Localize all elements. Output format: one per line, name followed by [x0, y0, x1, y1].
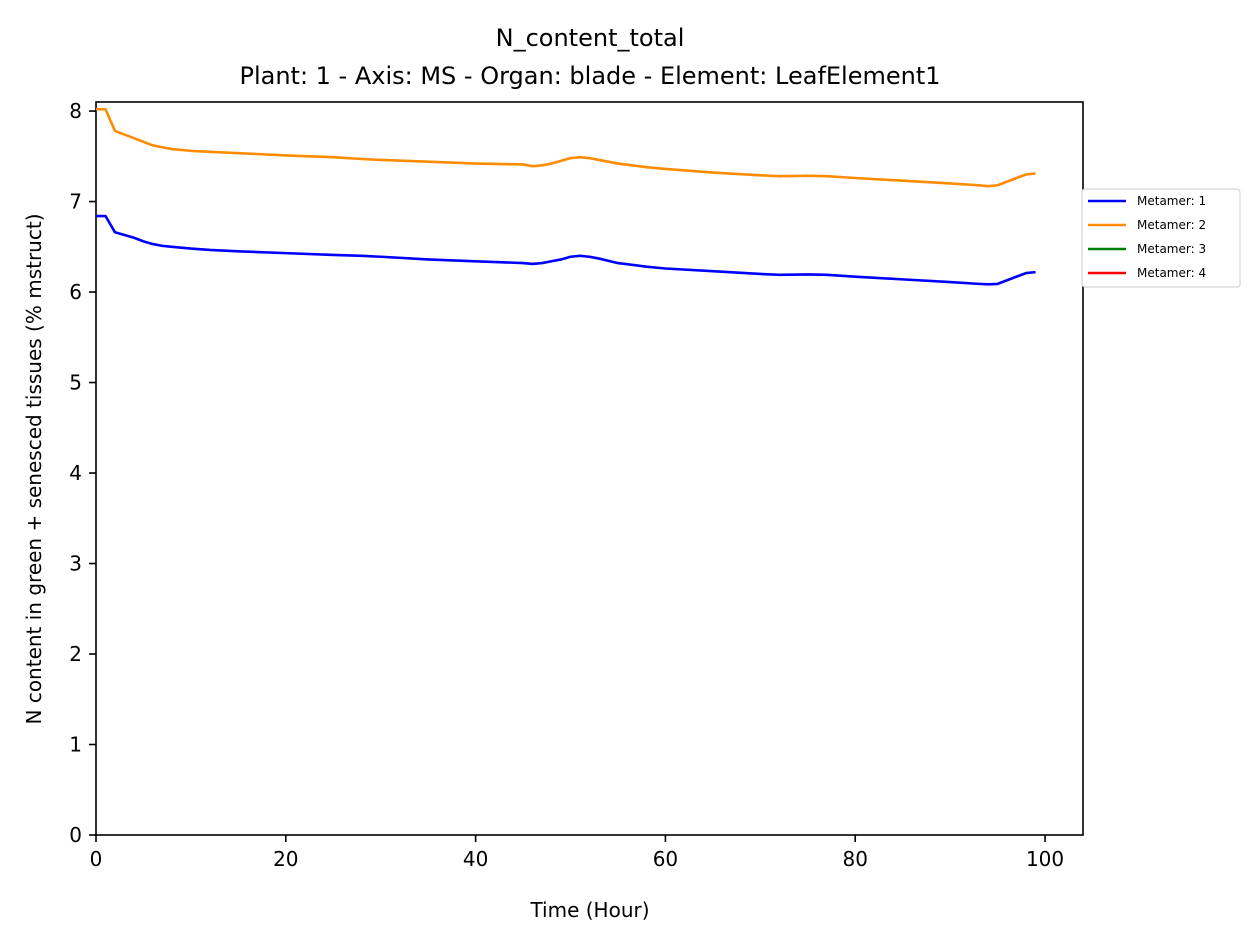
chart-subtitle: Plant: 1 - Axis: MS - Organ: blade - Ele…	[239, 62, 940, 90]
y-tick-label: 4	[69, 461, 82, 485]
x-tick-label: 0	[90, 847, 103, 871]
y-axis-label: N content in green + senesced tissues (%…	[22, 214, 46, 725]
x-axis-label: Time (Hour)	[529, 898, 649, 922]
y-tick-label: 2	[69, 642, 82, 666]
plot-area-frame	[95, 101, 1084, 836]
y-tick-label: 7	[69, 190, 82, 214]
x-tick-label: 40	[463, 847, 488, 871]
y-tick-label: 6	[69, 280, 82, 304]
series-line-2	[96, 107, 1036, 188]
x-axis-ticks: 0 20 40 60 80 100	[90, 835, 1064, 871]
x-tick-label: 60	[653, 847, 678, 871]
chart-title: N_content_total	[496, 24, 685, 52]
y-tick-label: 3	[69, 552, 82, 576]
legend-entry-label: Metamer: 2	[1137, 218, 1206, 232]
legend-entry-label: Metamer: 3	[1137, 242, 1206, 256]
y-tick-label: 8	[69, 99, 82, 123]
legend-box	[1081, 188, 1241, 288]
series-line-1	[96, 214, 1036, 286]
x-tick-label: 100	[1026, 847, 1064, 871]
x-tick-label: 20	[273, 847, 298, 871]
legend-entry-label: Metamer: 4	[1137, 266, 1206, 280]
legend: Metamer: 1 Metamer: 2 Metamer: 3 Metamer: 4	[1081, 188, 1241, 288]
x-tick-label: 80	[843, 847, 868, 871]
y-tick-label: 5	[69, 371, 82, 395]
y-tick-label: 1	[69, 733, 82, 757]
y-axis-ticks: 0 1 2 3 4 5 6 7 8	[69, 99, 96, 847]
legend-entry-label: Metamer: 1	[1137, 194, 1206, 208]
y-tick-label: 0	[69, 823, 82, 847]
series-lines	[96, 107, 1036, 286]
